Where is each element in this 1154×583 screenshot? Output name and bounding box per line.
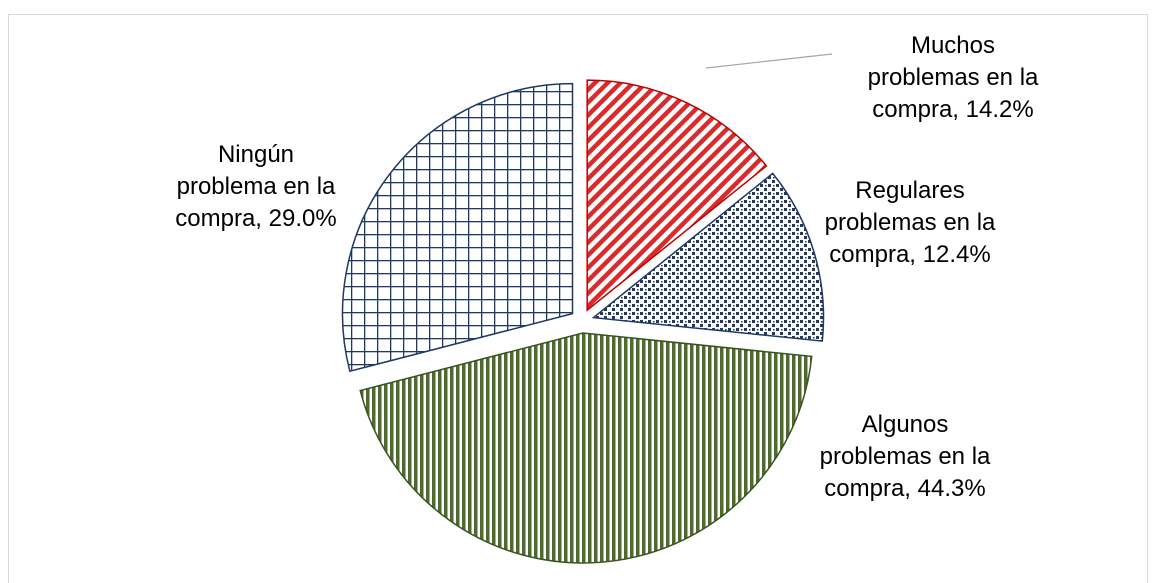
leader-line-1 bbox=[705, 53, 833, 69]
data-label-line: problemas en la bbox=[825, 209, 996, 236]
data-label-2: Regulares problemas en la compra, 12.4% bbox=[825, 177, 996, 268]
pie-slice-3 bbox=[359, 332, 813, 564]
data-label-line: problema en la bbox=[177, 173, 336, 200]
chart-area bbox=[8, 14, 1148, 583]
data-label-1: Muchos problemas en la compra, 14.2% bbox=[868, 32, 1039, 123]
pie-slice-2 bbox=[591, 172, 825, 342]
data-label-line: Ningún bbox=[218, 141, 294, 168]
pie-slice-1 bbox=[586, 79, 768, 312]
data-label-line: problemas en la bbox=[868, 64, 1039, 91]
data-label-line: problemas en la bbox=[820, 443, 991, 470]
data-label-3: Algunos problemas en la compra, 44.3% bbox=[820, 411, 991, 502]
data-labels: Muchos problemas en la compra, 14.2% Regula… bbox=[175, 32, 1039, 502]
data-label-line: Algunos bbox=[862, 411, 949, 438]
leader-lines bbox=[705, 53, 833, 69]
data-label-line: Regulares bbox=[855, 177, 964, 204]
data-label-line: compra, 29.0% bbox=[175, 205, 336, 232]
data-label-line: compra, 14.2% bbox=[872, 96, 1033, 123]
data-label-line: Muchos bbox=[911, 32, 995, 59]
pie-slice-4 bbox=[341, 82, 574, 373]
data-label-4: Ningún problema en la compra, 29.0% bbox=[175, 141, 336, 232]
pie-slices bbox=[341, 79, 825, 564]
data-label-line: compra, 44.3% bbox=[824, 475, 985, 502]
data-label-line: compra, 12.4% bbox=[829, 241, 990, 268]
